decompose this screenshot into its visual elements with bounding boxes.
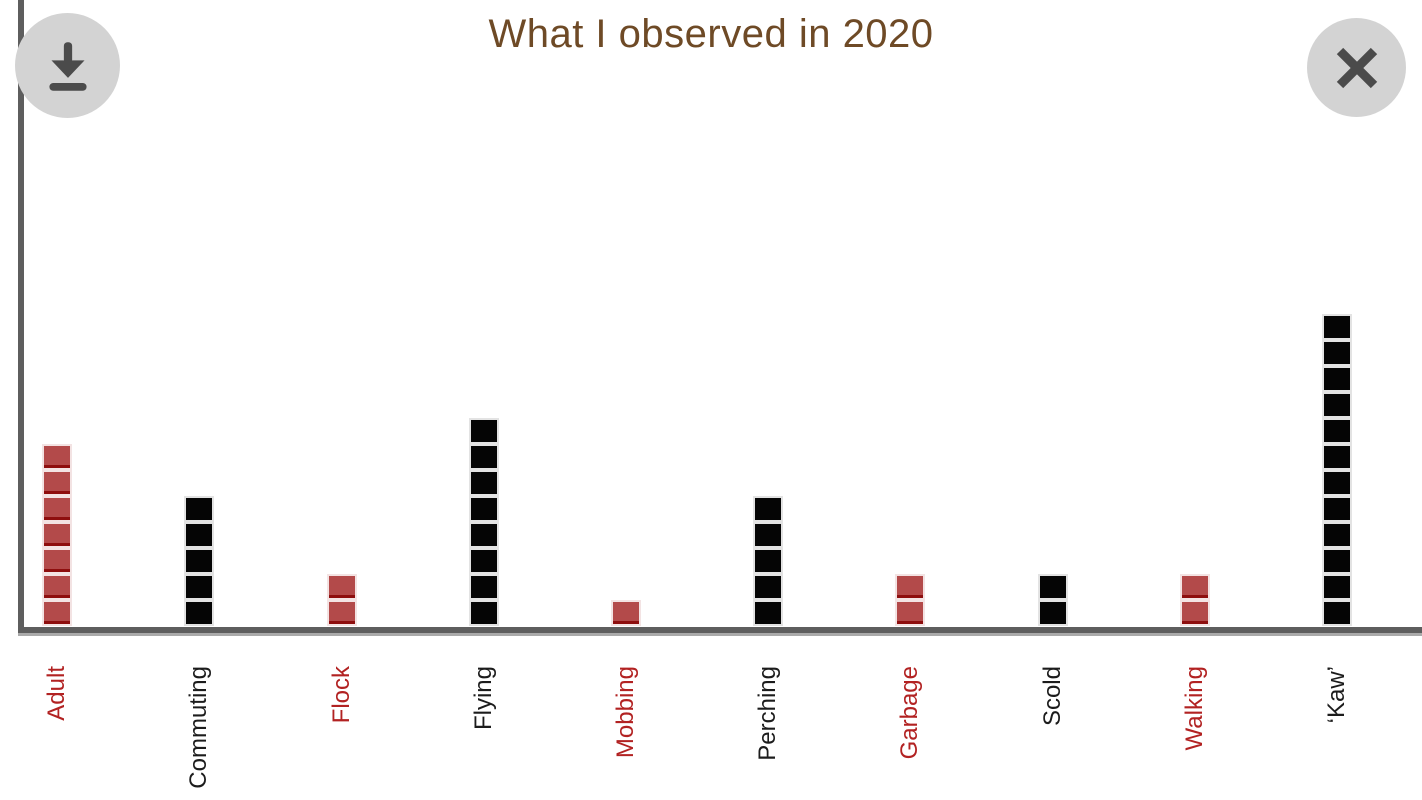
waffle-column <box>697 494 839 627</box>
waffle-square <box>44 472 71 494</box>
waffle-square <box>1323 602 1350 624</box>
waffle-column <box>270 572 412 627</box>
x-axis-label: Scold <box>1038 666 1066 727</box>
waffle-square <box>186 550 213 572</box>
waffle-square <box>755 602 782 624</box>
waffle-square <box>328 602 355 624</box>
waffle-square <box>1323 498 1350 520</box>
waffle-square <box>186 524 213 546</box>
waffle-column <box>413 416 555 627</box>
x-axis-label: Garbage <box>896 666 924 760</box>
waffle-square <box>186 576 213 598</box>
waffle-square <box>1181 576 1208 598</box>
waffle-square <box>470 472 497 494</box>
waffle-square <box>44 602 71 624</box>
waffle-column <box>981 572 1123 627</box>
download-icon <box>37 35 99 97</box>
waffle-column <box>1266 312 1408 627</box>
x-axis-labels: Adult Commuting Flock Flying Mobbing Perching… <box>0 666 1408 800</box>
waffle-square <box>755 524 782 546</box>
waffle-square <box>755 576 782 598</box>
waffle-square <box>186 498 213 520</box>
close-button[interactable] <box>1307 18 1406 117</box>
waffle-square <box>897 576 924 598</box>
waffle-square <box>612 602 639 624</box>
waffle-square <box>44 550 71 572</box>
x-axis-label: Flock <box>327 666 355 724</box>
waffle-square <box>470 446 497 468</box>
waffle-square <box>44 524 71 546</box>
y-axis-line <box>18 0 24 631</box>
waffle-column <box>555 598 697 627</box>
waffle-square <box>44 446 71 468</box>
x-axis-label: Flying <box>469 666 497 731</box>
waffle-square <box>186 602 213 624</box>
waffle-square <box>1323 342 1350 364</box>
waffle-columns <box>0 312 1408 627</box>
waffle-square <box>44 576 71 598</box>
waffle-square <box>1039 602 1066 624</box>
x-axis-label: Perching <box>754 666 782 761</box>
x-axis-label: Commuting <box>185 666 213 789</box>
waffle-square <box>470 420 497 442</box>
waffle-square <box>328 576 355 598</box>
waffle-column <box>128 494 270 627</box>
waffle-column <box>839 572 981 627</box>
x-axis-label: Walking <box>1180 666 1208 751</box>
x-axis-line <box>18 627 1422 633</box>
waffle-square <box>44 498 71 520</box>
x-axis-label: ‘Kaw’ <box>1322 666 1350 724</box>
close-icon <box>1331 42 1383 94</box>
waffle-square <box>1181 602 1208 624</box>
download-button[interactable] <box>15 13 120 118</box>
waffle-square <box>1323 394 1350 416</box>
waffle-square <box>470 602 497 624</box>
waffle-square <box>470 524 497 546</box>
waffle-square <box>1323 472 1350 494</box>
waffle-column <box>1124 572 1266 627</box>
waffle-square <box>1039 576 1066 598</box>
waffle-square <box>1323 446 1350 468</box>
waffle-square <box>1323 576 1350 598</box>
waffle-square <box>470 576 497 598</box>
waffle-square <box>897 602 924 624</box>
waffle-square <box>470 550 497 572</box>
waffle-square <box>1323 316 1350 338</box>
x-axis-label: Mobbing <box>611 666 639 759</box>
waffle-square <box>1323 524 1350 546</box>
waffle-square <box>755 498 782 520</box>
waffle-column <box>0 442 128 627</box>
waffle-square <box>755 550 782 572</box>
waffle-square <box>1323 420 1350 442</box>
waffle-square <box>1323 550 1350 572</box>
x-axis-label: Adult <box>43 666 71 721</box>
waffle-square <box>470 498 497 520</box>
chart-title: What I observed in 2020 <box>488 12 934 56</box>
waffle-square <box>1323 368 1350 390</box>
